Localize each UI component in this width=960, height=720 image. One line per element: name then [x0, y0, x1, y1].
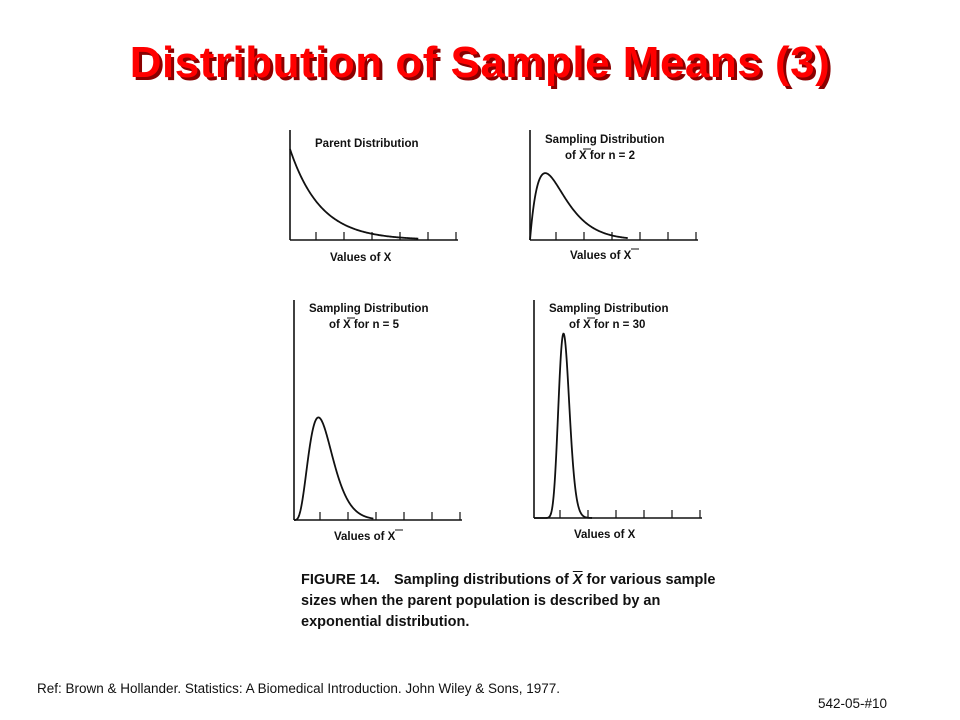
slide-title: Distribution of Sample Means (3)	[129, 38, 831, 87]
panel-title-line: of X for n = 30	[569, 319, 645, 331]
panel-title-line: Sampling Distribution	[549, 303, 668, 315]
x-axis-label: Values of X	[570, 250, 632, 262]
density-curve	[534, 332, 593, 519]
x-axis-label: Values of X	[330, 252, 392, 264]
x-axis-label: Values of X	[334, 531, 396, 543]
caption-xbar-symbol: X	[572, 572, 583, 588]
caption-figure-label: FIGURE 14.	[301, 572, 380, 588]
reference-citation: Ref: Brown & Hollander. Statistics: A Bi…	[37, 681, 561, 696]
caption-text-after: for various sample sizes when the parent…	[301, 572, 716, 630]
panel-title-line: of X for n = 2	[565, 150, 635, 162]
panel-parent-distribution: Parent Distribution Values of X	[289, 130, 458, 264]
panel-sampling-n2: Sampling Distribution of X for n = 2 Value…	[529, 130, 698, 262]
panel-sampling-n30: Sampling Distribution of X for n = 30 Valu…	[533, 300, 702, 541]
panel-title-line: Sampling Distribution	[545, 134, 664, 146]
caption-text-before: Sampling distributions of	[394, 572, 569, 588]
panel-title-line: Parent Distribution	[315, 138, 419, 150]
density-curve	[529, 172, 628, 241]
figure-14: Parent Distribution Values of X Sampling …	[270, 120, 730, 640]
x-axis-label: Values of X	[574, 529, 636, 541]
density-curve	[294, 416, 374, 521]
density-curve	[289, 148, 419, 240]
figure-caption: FIGURE 14. Sampling distributions of X f…	[301, 570, 721, 633]
panel-title-line: Sampling Distribution	[309, 303, 428, 315]
panel-title-line: of X for n = 5	[329, 319, 400, 331]
slide-number: 542-05-#10	[818, 696, 888, 711]
panel-sampling-n5: Sampling Distribution of X for n = 5 Value…	[293, 300, 462, 543]
